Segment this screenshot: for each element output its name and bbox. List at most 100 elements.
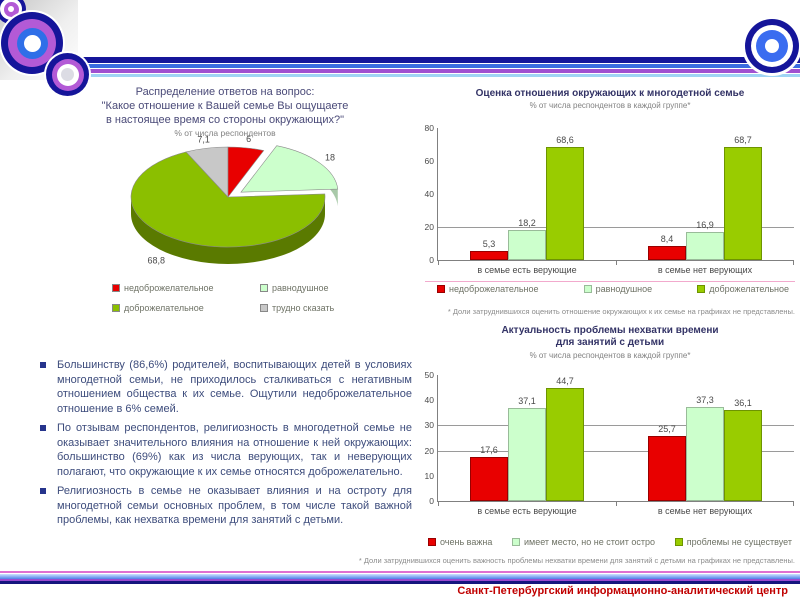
legend-item: равнодушное: [260, 283, 397, 293]
bar-value-label: 44,7: [556, 376, 574, 386]
top-stripe-band: [78, 57, 800, 78]
legend-color-swatch: [437, 285, 445, 293]
y-axis-tick-label: 0: [429, 255, 434, 265]
legend-item: проблемы не существует: [674, 537, 792, 547]
gridline: [438, 425, 794, 426]
legend-color-swatch: [428, 538, 436, 546]
footer-org-name: Санкт-Петербургский информационно-аналит…: [457, 585, 788, 597]
gridline: [438, 227, 794, 228]
bar-value-label: 18,2: [518, 218, 536, 228]
legend-label: равнодушное: [595, 284, 653, 294]
legend-item: равнодушное: [583, 284, 653, 294]
pie-chart-subtitle: % от числа респондентов: [174, 128, 276, 138]
legend-item: недоброжелательное: [112, 283, 260, 293]
x-axis-tick: [793, 502, 794, 506]
y-axis-tick-label: 40: [424, 395, 434, 406]
legend-color-swatch: [112, 304, 120, 312]
y-axis-tick-label: 30: [424, 420, 434, 431]
pie-chart: 6 18 68,8 7,1: [130, 134, 339, 266]
bottom-stripe-pink: [0, 571, 800, 573]
y-axis-tick-label: 80: [424, 123, 434, 133]
bullet-list: Большинству (86,6%) родителей, воспитыва…: [38, 358, 412, 533]
category-label: в семье нет верующих: [657, 265, 753, 275]
bar-attitude-by-faith-g0-s1: [508, 230, 546, 260]
stripe-navy: [78, 57, 800, 63]
bar-chart2-subtitle: % от числа респондентов в каждой группе*: [529, 351, 691, 360]
circle-ring: [16, 27, 48, 59]
legend-color-swatch: [674, 538, 683, 546]
y-axis-tick-label: 10: [424, 470, 434, 481]
bar-chart2-footnote: * Доли затруднившихся оценить важность п…: [358, 556, 795, 565]
circle-ring: [56, 63, 79, 86]
circle-ring: [8, 6, 14, 12]
y-axis-tick-label: 60: [424, 156, 434, 166]
pie-chart-title: Распределение ответов на вопрос: "Какое …: [101, 86, 349, 126]
bullet-item: По отзывам респондентов, религиозность в…: [38, 421, 412, 479]
category-label: в семье нет верующих: [657, 506, 753, 516]
legend-label: доброжелательное: [124, 303, 204, 313]
legend-color-swatch: [260, 284, 268, 292]
pie-slice-равнодушное: [240, 145, 339, 193]
gridline: [438, 451, 794, 452]
bar-time-shortage-problem-g0-s1: [508, 408, 546, 501]
pie-value-label: 18: [325, 153, 335, 163]
pie-slice-недоброжелательное: [227, 146, 265, 198]
bar-attitude-by-faith-g0-s0: [470, 251, 508, 260]
x-axis-tick: [438, 502, 439, 506]
bar-chart2-title: Актуальность проблемы нехватки времени д…: [501, 325, 719, 348]
bar-chart1-footnote: * Доли затруднившихся оценить отношение …: [447, 307, 795, 316]
decorative-circle-medium: [46, 53, 89, 96]
decorative-circle-topright: [745, 19, 799, 73]
bar-chart2-legend: очень важна имеет место, но не стоит остр…: [428, 537, 792, 547]
bar-time-shortage-problem-g0-s0: [470, 457, 508, 501]
bar-value-label: 68,7: [734, 135, 752, 145]
stripe-lightblue: [78, 74, 800, 77]
legend-item: очень важна: [428, 537, 492, 547]
bar-chart2-plot: 0 10 20 30 40 50 в семье есть верующие 17,6 37,1…: [425, 370, 794, 516]
legend-item: доброжелательное: [112, 303, 260, 313]
pie-value-label: 68,8: [148, 256, 166, 266]
bar-value-label: 37,1: [518, 396, 536, 406]
stripe-purple: [78, 69, 800, 73]
pie-slice-доброжелательное: [130, 151, 326, 248]
x-axis-tick: [438, 261, 439, 265]
bar-chart1-plot: 0 20 40 60 80 в семье есть верующие 5,3 18,2 68,…: [425, 123, 794, 275]
category-label: в семье есть верующие: [477, 506, 577, 516]
bottom-stripe-purple: [0, 579, 800, 581]
y-axis-tick-label: 20: [424, 222, 434, 232]
bar-value-label: 36,1: [734, 398, 752, 408]
legend-item: имеет место, но не стоит остро: [512, 537, 655, 547]
category-label: в семье есть верующие: [477, 265, 577, 275]
bullet-item: Религиозность в семье не оказывает влиян…: [38, 484, 412, 528]
bar-value-label: 5,3: [482, 239, 496, 249]
circle-ring: [756, 30, 788, 62]
circle-ring: [23, 34, 41, 52]
x-axis-tick: [616, 261, 617, 265]
circle-ring: [751, 25, 793, 67]
legend-item: недоброжелательное: [437, 284, 539, 294]
bar-value-label: 17,6: [480, 445, 498, 455]
legend-label: недоброжелательное: [449, 284, 539, 294]
decorative-circle-small: [0, 0, 26, 24]
circle-ring: [765, 39, 779, 53]
stripe-blue: [78, 64, 800, 68]
y-axis-tick-label: 50: [424, 370, 434, 380]
legend-label: недоброжелательное: [124, 283, 214, 293]
bottom-stripe-navy: [0, 581, 800, 584]
bar-time-shortage-problem-g0-s2: [546, 388, 584, 501]
legend-label: имеет место, но не стоит остро: [524, 537, 656, 547]
circle-ring: [8, 19, 56, 67]
bullet-item: Большинству (86,6%) родителей, воспитыва…: [38, 358, 412, 416]
bar-value-label: 68,6: [556, 135, 574, 145]
bar-attitude-by-faith-g1-s1: [686, 232, 724, 260]
bar-chart1-subtitle: % от числа респондентов в каждой группе*: [529, 101, 691, 110]
circle-ring: [51, 58, 84, 91]
bar-attitude-by-faith-g0-s2: [546, 147, 584, 260]
y-axis-tick-label: 20: [424, 445, 434, 456]
legend-color-swatch: [112, 284, 120, 292]
bar-attitude-by-faith-g1-s2: [724, 147, 762, 260]
divider-line: [425, 281, 795, 282]
bar-time-shortage-problem-g1-s0: [648, 436, 686, 501]
legend-color-swatch: [512, 538, 520, 546]
bar-time-shortage-problem-g1-s1: [686, 407, 724, 501]
